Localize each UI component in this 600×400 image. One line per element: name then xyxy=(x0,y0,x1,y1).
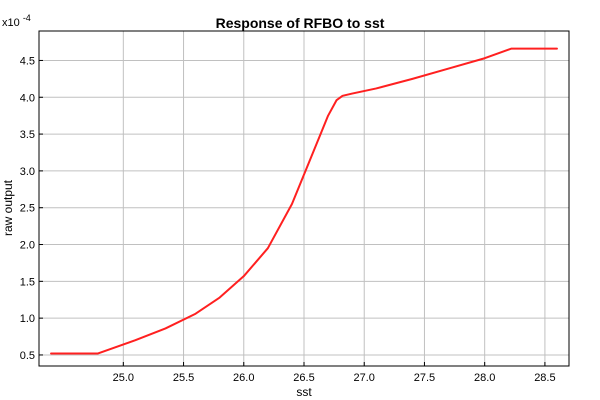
series-layer xyxy=(50,47,558,355)
y-scale-base: x10 xyxy=(2,17,20,29)
series-line xyxy=(50,47,558,355)
y-tick-label: 3.0 xyxy=(20,166,35,178)
x-tick-label: 26.5 xyxy=(293,372,314,384)
x-tick-label: 26.0 xyxy=(233,372,254,384)
y-tick-label: 4.0 xyxy=(20,92,35,104)
y-tick-label: 1.0 xyxy=(20,313,35,325)
plot-frame xyxy=(38,30,570,367)
y-tick-label: 2.0 xyxy=(20,240,35,252)
grid xyxy=(39,31,569,366)
y-scale-multiplier: x10 -4 xyxy=(2,13,31,29)
x-tick-label: 27.0 xyxy=(354,372,375,384)
x-tick-label: 28.5 xyxy=(534,372,555,384)
x-axis-label: sst xyxy=(296,385,312,399)
y-scale-exponent: -4 xyxy=(23,13,31,23)
y-axis-label: raw output xyxy=(1,179,15,236)
y-tick-label: 0.5 xyxy=(20,350,35,362)
x-tick-label: 25.0 xyxy=(113,372,134,384)
x-tick-label: 28.0 xyxy=(474,372,495,384)
y-tick-labels: 0.5 1.0 1.5 2.0 2.5 3.0 3.5 4.0 4.5 xyxy=(20,55,35,362)
x-tick-label: 25.5 xyxy=(173,372,194,384)
y-tick-label: 4.5 xyxy=(20,55,35,67)
y-tick-label: 3.5 xyxy=(20,129,35,141)
chart-title: Response of RFBO to sst xyxy=(216,15,385,31)
x-tick-labels: 25.0 25.5 26.0 26.5 27.0 27.5 28.0 28.5 xyxy=(113,372,556,384)
x-tick-label: 27.5 xyxy=(414,372,435,384)
y-tick-label: 2.5 xyxy=(20,203,35,215)
y-tick-label: 1.5 xyxy=(20,276,35,288)
